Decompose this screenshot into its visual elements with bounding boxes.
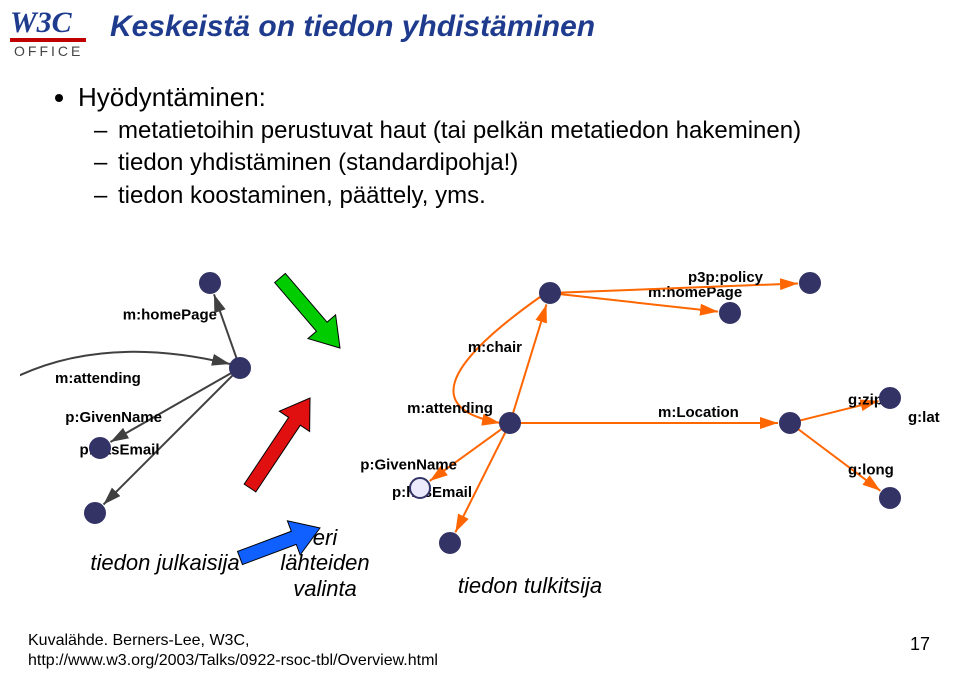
caption-mid: eri lähteiden valinta <box>270 525 380 601</box>
slide-title: Keskeistä on tiedon yhdistäminen <box>110 10 595 44</box>
logo-underline <box>10 38 86 42</box>
bullet-1: Hyödyntäminen: metatietoihin perustuvat … <box>78 80 801 212</box>
slide-root: W3C OFFICE Keskeistä on tiedon yhdistämi… <box>0 0 960 681</box>
svg-text:p:GivenName: p:GivenName <box>360 457 457 474</box>
caption-right: tiedon tulkitsija <box>430 573 630 598</box>
svg-text:g:long: g:long <box>848 462 894 479</box>
svg-text:p:hasEmail: p:hasEmail <box>392 484 472 501</box>
svg-text:m:Location: m:Location <box>658 404 739 421</box>
bullet-block: Hyödyntäminen: metatietoihin perustuvat … <box>50 80 801 218</box>
bullet-1c: tiedon koostaminen, päättely, yms. <box>118 180 801 212</box>
bullet-1a: metatietoihin perustuvat haut (tai pelkä… <box>118 115 801 147</box>
bullet-1-text: Hyödyntäminen: <box>78 82 266 112</box>
caption-mid-line2: lähteiden <box>280 550 369 575</box>
footer-citation: Kuvalähde. Berners-Lee, W3C, http://www.… <box>28 631 438 671</box>
w3c-logo: W3C OFFICE <box>10 6 96 67</box>
svg-text:m:attending: m:attending <box>55 370 141 387</box>
footer-line1: Kuvalähde. Berners-Lee, W3C, <box>28 632 249 649</box>
svg-text:p:GivenName: p:GivenName <box>65 409 162 426</box>
svg-text:m:homePage: m:homePage <box>123 307 217 324</box>
svg-text:m:attending: m:attending <box>407 400 493 417</box>
svg-text:g:zip: g:zip <box>848 392 883 409</box>
caption-mid-line1: eri <box>313 525 337 550</box>
caption-left: tiedon julkaisija <box>75 550 255 575</box>
svg-text:p3p:policy: p3p:policy <box>688 269 764 286</box>
svg-text:m:chair: m:chair <box>468 339 522 356</box>
svg-text:g:lat: g:lat <box>908 409 940 426</box>
logo-text-top: W3C <box>10 6 73 39</box>
footer-line2: http://www.w3.org/2003/Talks/0922-rsoc-t… <box>28 652 438 669</box>
page-number: 17 <box>910 634 930 655</box>
bullet-1b: tiedon yhdistäminen (standardipohja!) <box>118 147 801 179</box>
caption-mid-line3: valinta <box>293 576 357 601</box>
logo-text-bottom: OFFICE <box>14 43 83 59</box>
